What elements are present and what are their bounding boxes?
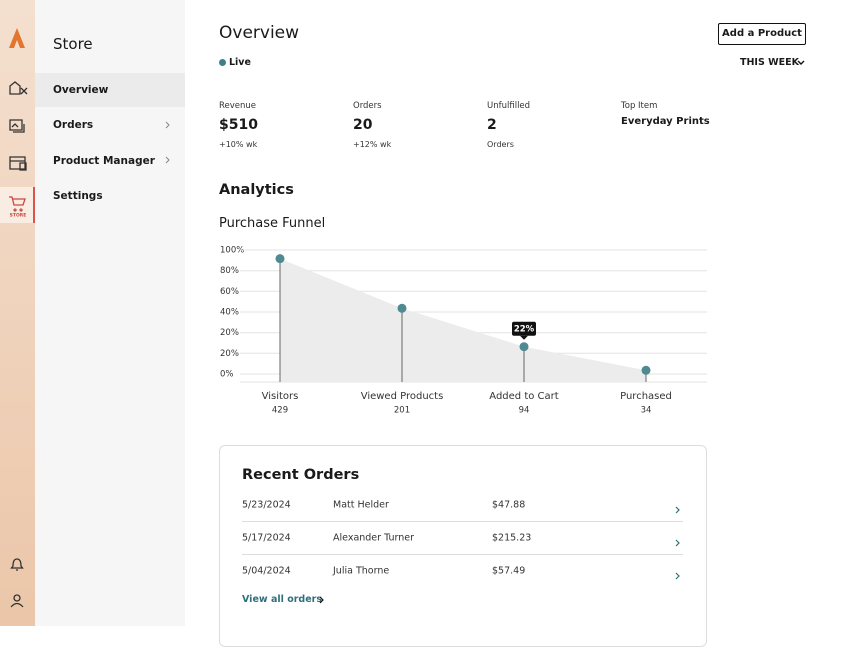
stat-label: Unfulfilled bbox=[487, 101, 531, 111]
order-cell: Julia Thorne bbox=[333, 565, 390, 577]
order-cell: $215.23 bbox=[492, 532, 532, 544]
nav-chevrons bbox=[165, 121, 170, 164]
rail-icons: STORE bbox=[0, 28, 35, 608]
nav-item[interactable]: Product Manager bbox=[53, 155, 155, 167]
row-divider bbox=[242, 521, 683, 522]
nav-item[interactable]: Settings bbox=[53, 190, 103, 202]
funnel-area bbox=[280, 258, 646, 382]
category-count: 429 bbox=[272, 406, 288, 416]
y-tick-label: 0% bbox=[220, 370, 234, 380]
add-product-button[interactable]: Add a Product bbox=[718, 23, 806, 45]
value-label: 22% bbox=[514, 325, 535, 335]
bell-icon[interactable] bbox=[10, 558, 24, 571]
nav-item[interactable]: Overview bbox=[53, 84, 109, 96]
row-chevron[interactable] bbox=[674, 500, 682, 514]
point bbox=[519, 342, 529, 352]
view-all-chevron bbox=[319, 596, 324, 604]
stat-label: Top Item bbox=[621, 101, 658, 111]
order-cell: $57.49 bbox=[492, 565, 526, 577]
funnel-chart: 0% 20% 20% 40% 60% 80% 100% 22% Visitors 429 Viewe… bbox=[220, 246, 707, 416]
store-badge: STORE bbox=[10, 213, 27, 219]
stat-value: $510 bbox=[219, 117, 258, 133]
point bbox=[641, 365, 651, 375]
stat-value: Everyday Prints bbox=[621, 116, 710, 127]
view-all-link[interactable]: View all orders bbox=[242, 594, 322, 605]
chevron bbox=[165, 121, 170, 164]
order-cell: $47.88 bbox=[492, 499, 526, 511]
page-title: Overview bbox=[219, 23, 300, 43]
period-select[interactable]: THIS WEEK bbox=[740, 57, 799, 68]
stat-note: +10% wk bbox=[219, 140, 258, 149]
order-cell: Alexander Turner bbox=[333, 532, 414, 544]
category-count: 94 bbox=[519, 406, 530, 416]
nav-title: Store bbox=[53, 35, 93, 53]
tooltip-arrow bbox=[520, 335, 528, 340]
profile-icon-body bbox=[10, 602, 24, 608]
stat-note: Orders bbox=[487, 140, 514, 149]
live-dot bbox=[219, 59, 226, 66]
row-chevron[interactable] bbox=[674, 533, 682, 547]
point bbox=[275, 254, 285, 264]
category-label: Visitors bbox=[262, 391, 299, 402]
y-tick-label: 20% bbox=[220, 349, 239, 359]
point bbox=[397, 303, 407, 313]
period-chevron bbox=[797, 60, 805, 65]
calendar-icon[interactable] bbox=[9, 156, 27, 171]
store-icon bbox=[9, 196, 26, 212]
page: STORE Store Overview Orders Product Mana… bbox=[0, 0, 806, 647]
row-chevron[interactable] bbox=[674, 566, 682, 580]
y-tick-label: 100% bbox=[220, 246, 244, 256]
order-cell[interactable]: 5/04/2024 bbox=[242, 565, 291, 577]
order-cell: Matt Helder bbox=[333, 499, 389, 511]
category-label: Added to Cart bbox=[489, 391, 558, 402]
order-cell[interactable]: 5/23/2024 bbox=[242, 499, 291, 511]
order-cell[interactable]: 5/17/2024 bbox=[242, 532, 291, 544]
category-label: Viewed Products bbox=[361, 391, 444, 402]
y-tick-label: 60% bbox=[220, 287, 239, 297]
nav-item[interactable]: Orders bbox=[53, 119, 94, 131]
chart-title: Purchase Funnel bbox=[219, 216, 326, 231]
stat-label: Revenue bbox=[219, 101, 257, 111]
y-tick-label: 20% bbox=[220, 328, 239, 338]
home-icon[interactable] bbox=[9, 81, 28, 95]
orders-title: Recent Orders bbox=[242, 467, 360, 483]
category-label: Purchased bbox=[620, 391, 672, 402]
section-heading: Analytics bbox=[219, 182, 294, 198]
stat-label: Orders bbox=[353, 101, 382, 111]
y-tick-label: 40% bbox=[220, 308, 239, 318]
profile-icon[interactable] bbox=[13, 594, 21, 602]
y-tick-label: 80% bbox=[220, 266, 239, 276]
stat-value: 20 bbox=[353, 117, 373, 133]
live-status: Live bbox=[229, 57, 251, 68]
tooltip-bg bbox=[512, 321, 536, 336]
icon-rail: STORE bbox=[0, 0, 35, 626]
nav-active-bg bbox=[35, 73, 185, 107]
category-count: 201 bbox=[394, 406, 410, 416]
row-divider bbox=[242, 554, 683, 555]
stat-value: 2 bbox=[487, 117, 497, 133]
stat-note: +12% wk bbox=[353, 140, 392, 149]
media-icon[interactable] bbox=[9, 119, 25, 133]
logo bbox=[9, 28, 25, 48]
active-indicator bbox=[33, 187, 35, 223]
category-count: 34 bbox=[641, 406, 652, 416]
